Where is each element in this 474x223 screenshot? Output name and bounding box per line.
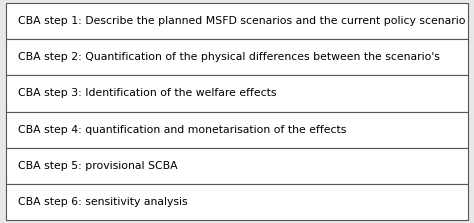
FancyBboxPatch shape bbox=[6, 3, 468, 39]
Text: CBA step 4: quantification and monetarisation of the effects: CBA step 4: quantification and monetaris… bbox=[18, 124, 346, 134]
FancyBboxPatch shape bbox=[6, 184, 468, 220]
Text: CBA step 2: Quantification of the physical differences between the scenario's: CBA step 2: Quantification of the physic… bbox=[18, 52, 439, 62]
Text: CBA step 3: Identification of the welfare effects: CBA step 3: Identification of the welfar… bbox=[18, 89, 276, 99]
Text: CBA step 1: Describe the planned MSFD scenarios and the current policy scenario: CBA step 1: Describe the planned MSFD sc… bbox=[18, 16, 465, 26]
FancyBboxPatch shape bbox=[6, 75, 468, 112]
FancyBboxPatch shape bbox=[6, 39, 468, 75]
Text: CBA step 6: sensitivity analysis: CBA step 6: sensitivity analysis bbox=[18, 197, 187, 207]
FancyBboxPatch shape bbox=[6, 112, 468, 148]
FancyBboxPatch shape bbox=[6, 148, 468, 184]
Text: CBA step 5: provisional SCBA: CBA step 5: provisional SCBA bbox=[18, 161, 177, 171]
